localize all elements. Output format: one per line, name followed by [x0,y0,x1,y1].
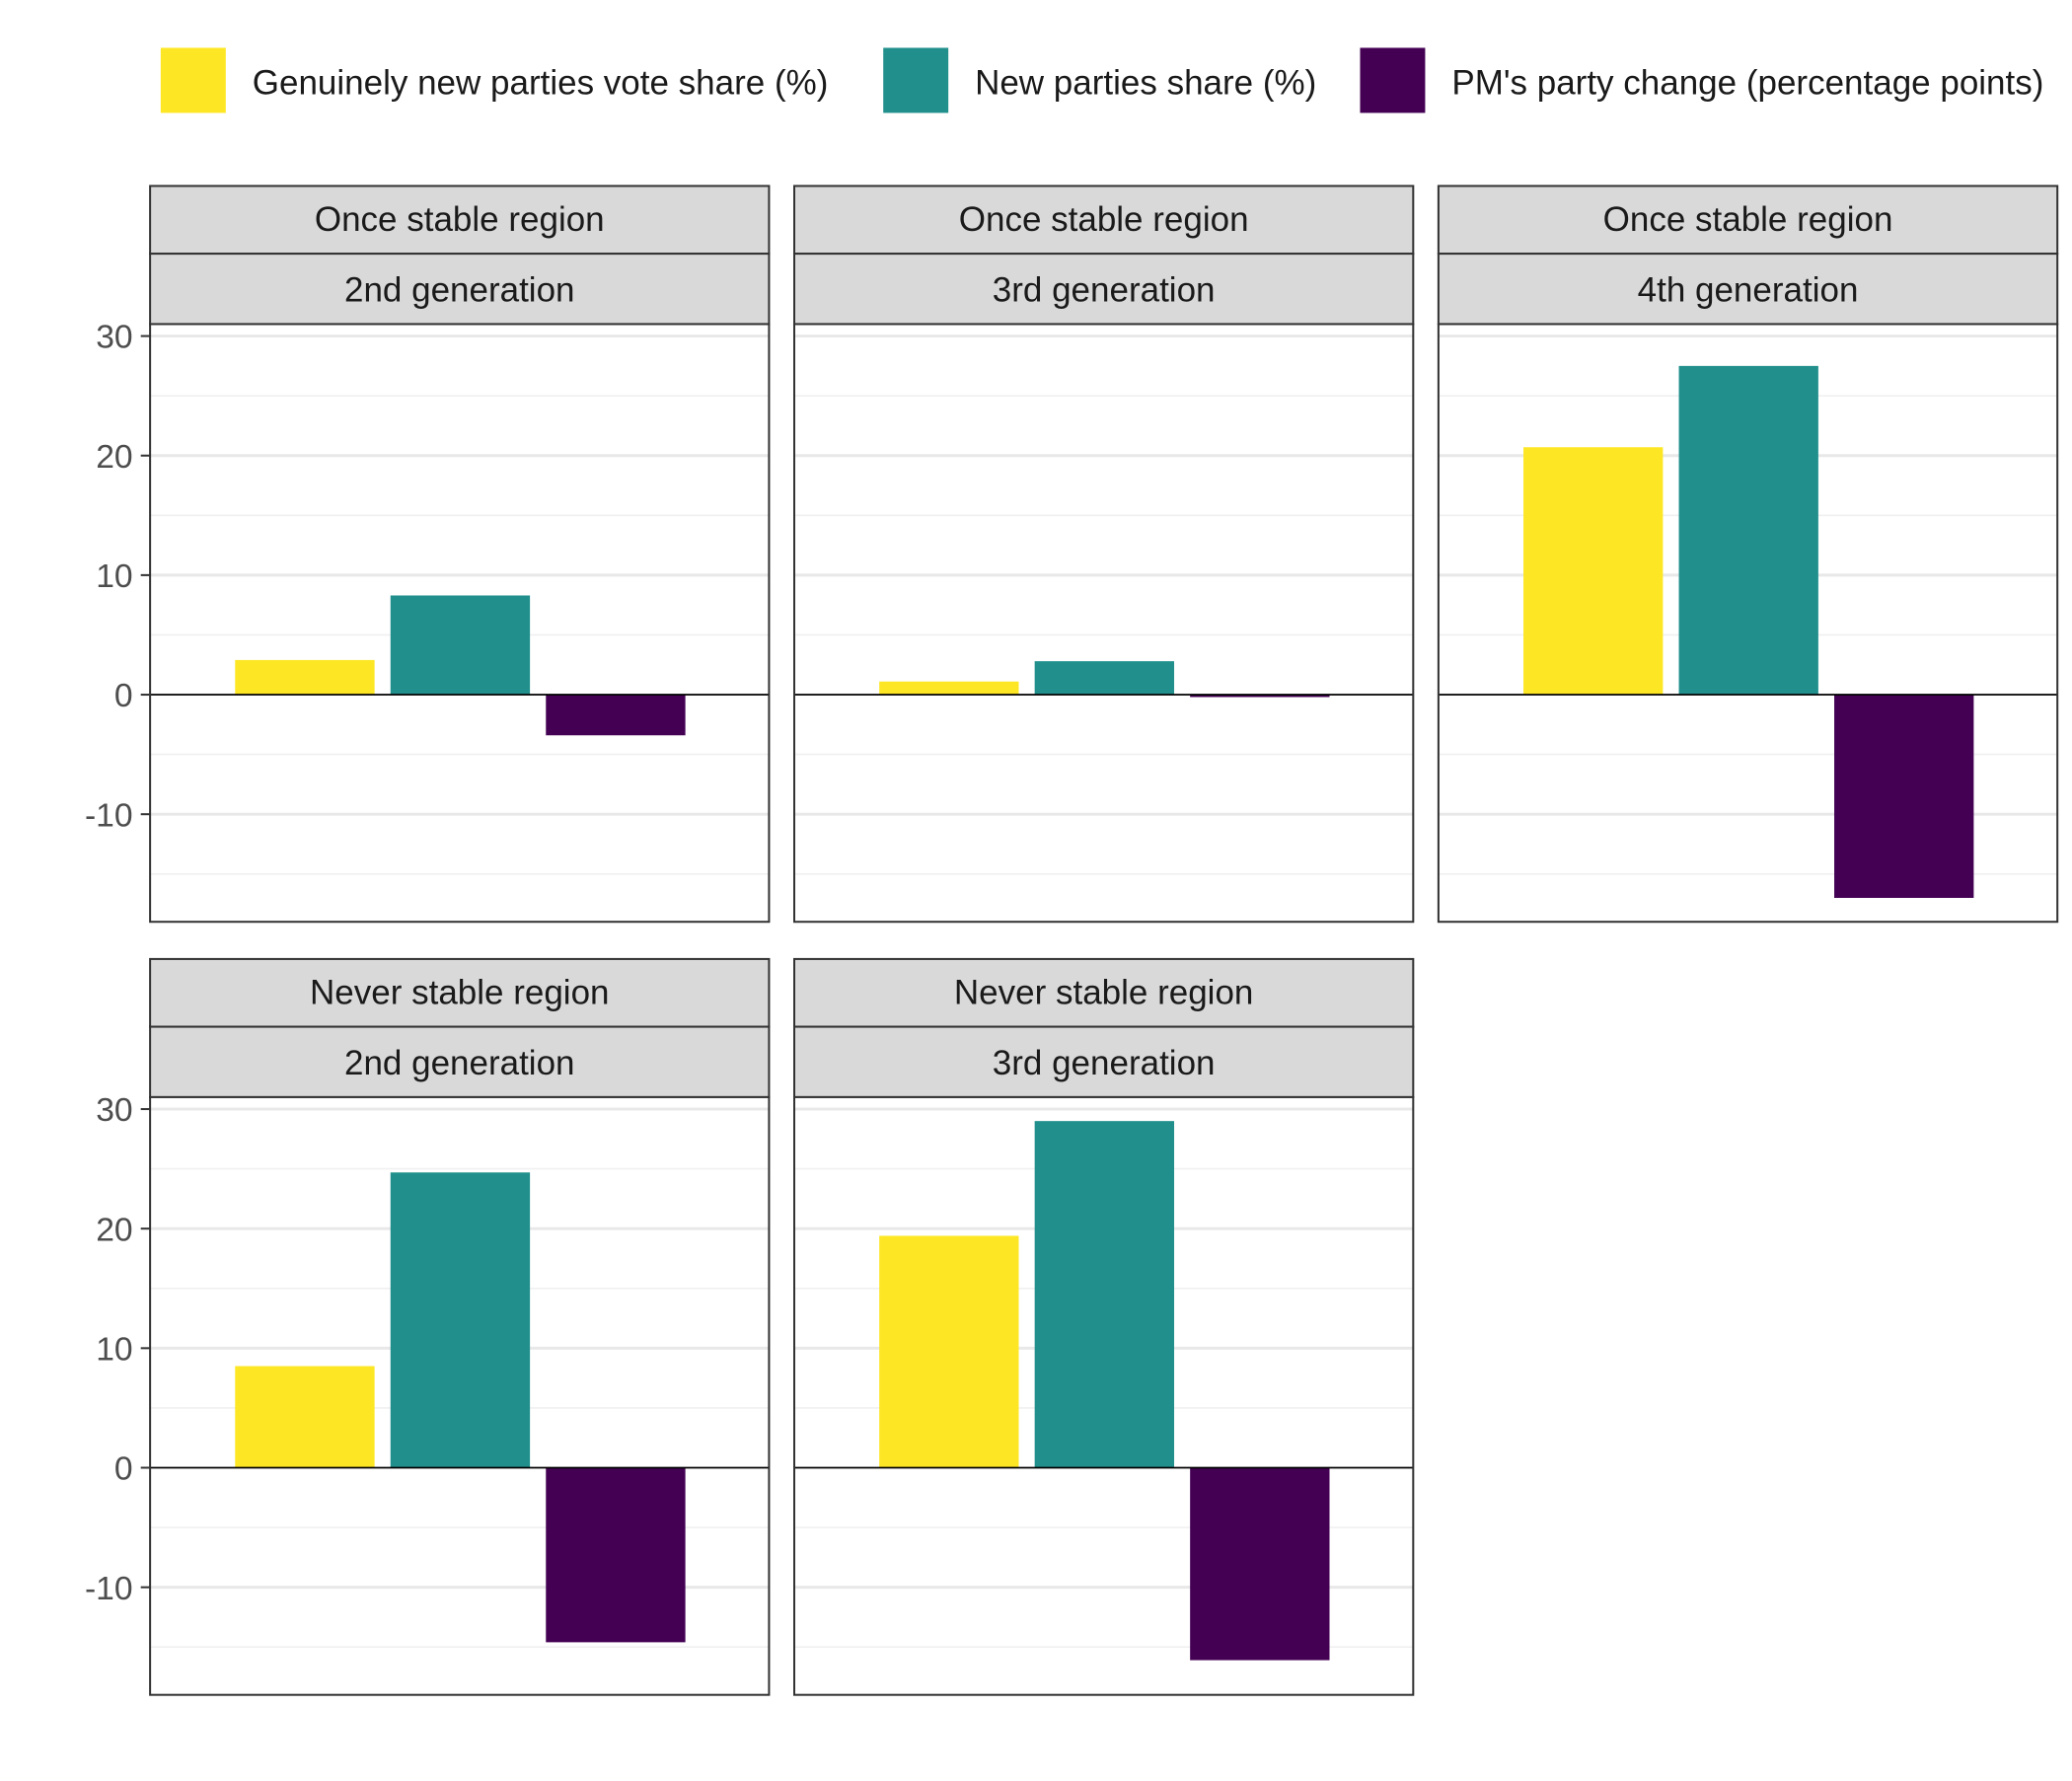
bar-3 [546,1467,686,1643]
strip-top [149,185,771,256]
strip-bottom-label: 3rd generation [993,271,1216,310]
bar-2 [1034,661,1174,696]
panel-1: Once stable region 2nd generation 30 20 10 0 -… [85,185,771,924]
bar-3 [546,695,686,736]
strip-top [149,957,771,1028]
bar-3 [1834,695,1974,898]
plot-background [794,324,1414,923]
strip-bottom [1437,253,2059,326]
y-tick-label: 10 [96,1331,132,1368]
strip-top [1437,185,2059,256]
legend-key-3 [1360,47,1426,113]
bar-2 [1678,365,1818,696]
legend-label-3: PM's party change (percentage points) [1451,64,2043,103]
strip-bottom [792,1025,1415,1098]
strip-top-label: Never stable region [954,974,1254,1012]
strip-top [792,185,1415,256]
strip-bottom [149,1025,771,1098]
strip-bottom-label: 4th generation [1638,271,1859,310]
strip-top-label: Once stable region [1603,200,1893,239]
legend-label-1: Genuinely new parties vote share (%) [253,64,829,103]
legend-key-1 [160,47,226,113]
panel-border [149,1095,771,1696]
y-tick-label: 10 [96,558,132,595]
bar-2 [390,595,531,696]
panel-border [792,323,1415,924]
y-tick-label: 20 [96,1212,132,1248]
panel-2: Once stable region 3rd generation [792,185,1415,924]
y-tick-label: -10 [85,1571,133,1607]
legend-label-2: New parties share (%) [975,64,1316,103]
y-tick-label: 30 [96,320,132,356]
panel-border [149,323,771,924]
y-tick-label: -10 [85,797,133,834]
y-tick-label: 0 [114,678,133,714]
bar-1 [879,1235,1019,1468]
bar-2 [390,1172,531,1468]
bar-3 [1190,695,1330,698]
panel-4: Never stable region 2nd generation 30 20 10 0… [85,957,771,1696]
y-tick-label: 30 [96,1092,132,1129]
panel-border [792,1095,1415,1696]
bar-1 [235,1366,375,1468]
y-tick-label: 20 [96,439,132,476]
panel-border [1437,323,2059,924]
bar-3 [1190,1467,1330,1661]
legend-key-2 [883,47,949,113]
strip-top-label: Once stable region [959,200,1249,239]
strip-top-label: Never stable region [310,974,610,1012]
y-tick-label: 0 [114,1451,133,1488]
legend: Genuinely new parties vote share (%) New … [160,47,2043,113]
panel-3: Once stable region 4th generation [1437,185,2059,924]
strip-bottom-label: 2nd generation [344,271,575,310]
bar-1 [879,681,1019,696]
strip-bottom-label: 2nd generation [344,1044,575,1082]
bar-1 [1523,447,1664,696]
panel-5: Never stable region 3rd generation [792,957,1415,1696]
strip-bottom-label: 3rd generation [993,1044,1216,1082]
bar-1 [235,659,375,696]
strip-top-label: Once stable region [315,200,605,239]
panels: Once stable region 2nd generation 30 20 10 0 -… [85,185,2059,1696]
strip-top [792,957,1415,1028]
bar-2 [1034,1121,1174,1468]
strip-bottom [149,253,771,326]
